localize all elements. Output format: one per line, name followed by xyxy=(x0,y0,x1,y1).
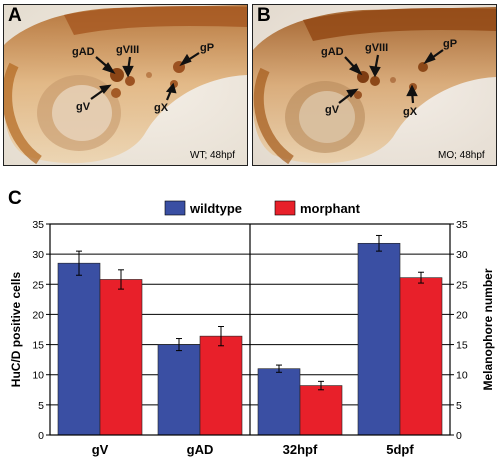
label-gX: gX xyxy=(154,102,169,114)
right-tick-label: 15 xyxy=(456,340,468,352)
label-gAD: gAD xyxy=(72,46,95,58)
right-tick-label: 30 xyxy=(456,249,468,261)
chart-legend: wildtype morphant xyxy=(164,200,361,216)
bar-wildtype-gV xyxy=(57,262,101,436)
panel-b-caption: MO; 48hpf xyxy=(438,150,485,161)
left-tick-label: 25 xyxy=(32,279,44,291)
right-tick-label: 0 xyxy=(456,430,462,442)
label-gVIII: gVIII xyxy=(116,44,139,56)
right-tick-label: 25 xyxy=(456,279,468,291)
label-gP: gP xyxy=(200,42,214,54)
panel-a-letter: A xyxy=(8,5,22,26)
bar-wildtype-5dpf xyxy=(357,242,401,436)
panel-c-letter: C xyxy=(8,188,22,209)
chart-axes xyxy=(49,223,451,436)
right-tick-label: 20 xyxy=(456,309,468,321)
right-tick-label: 35 xyxy=(456,219,468,231)
legend-swatch-wildtype xyxy=(164,200,186,216)
bar-morphant-gV xyxy=(99,279,143,436)
left-tick-label: 30 xyxy=(32,249,44,261)
chart-categories: gV gAD 32hpf 5dpf xyxy=(92,442,415,457)
left-tick-label: 35 xyxy=(32,219,44,231)
label-gX: gX xyxy=(403,106,418,118)
label-gV: gV xyxy=(76,101,91,113)
y2-axis-label: Melanophore number xyxy=(481,268,495,390)
embryo-wt-illustration: gAD gVIII gP gV gX WT; 48hpf xyxy=(4,5,247,165)
left-tick-label: 15 xyxy=(32,340,44,352)
embryo-mo-illustration: gAD gVIII gP gV gX MO; 48hpf xyxy=(253,5,496,165)
left-tick-label: 20 xyxy=(32,309,44,321)
legend-label-wildtype: wildtype xyxy=(189,201,242,216)
right-tick-label: 5 xyxy=(456,400,462,412)
bar-morphant-gAD xyxy=(199,335,243,436)
label-gAD: gAD xyxy=(321,46,344,58)
bar-morphant-32hpf xyxy=(299,385,343,436)
category-label-5dpf: 5dpf xyxy=(386,442,414,457)
left-tick-label: 0 xyxy=(38,430,44,442)
bar-wildtype-32hpf xyxy=(257,368,301,436)
right-tick-label: 10 xyxy=(456,370,468,382)
bar-chart: wildtype morphant 0 0 5 5 10 10 15 15 20 20 25 25 30 3… xyxy=(9,200,495,457)
bar-wildtype-gAD xyxy=(157,344,201,436)
panel-b-image: gAD gVIII gP gV gX MO; 48hpf B xyxy=(252,4,497,166)
category-label-gAD: gAD xyxy=(187,442,214,457)
panel-a-caption: WT; 48hpf xyxy=(190,150,235,161)
chart-bars xyxy=(57,242,443,436)
panel-a-image: gAD gVIII gP gV gX WT; 48hpf A xyxy=(3,4,248,166)
legend-swatch-morphant xyxy=(274,200,296,216)
category-label-32hpf: 32hpf xyxy=(283,442,318,457)
left-tick-label: 5 xyxy=(38,400,44,412)
chart-ticks: 0 0 5 5 10 10 15 15 20 20 25 25 30 30 35 35 xyxy=(32,219,468,442)
panel-b-letter: B xyxy=(257,5,271,26)
bar-morphant-5dpf xyxy=(399,277,443,436)
category-label-gV: gV xyxy=(92,442,109,457)
label-gVIII: gVIII xyxy=(365,42,388,54)
label-gP: gP xyxy=(443,38,457,50)
left-tick-label: 10 xyxy=(32,370,44,382)
legend-label-morphant: morphant xyxy=(300,201,361,216)
label-gV: gV xyxy=(325,104,340,116)
chart-error-bars xyxy=(76,234,424,391)
y-axis-label: HuC/D positive cells xyxy=(9,271,23,387)
